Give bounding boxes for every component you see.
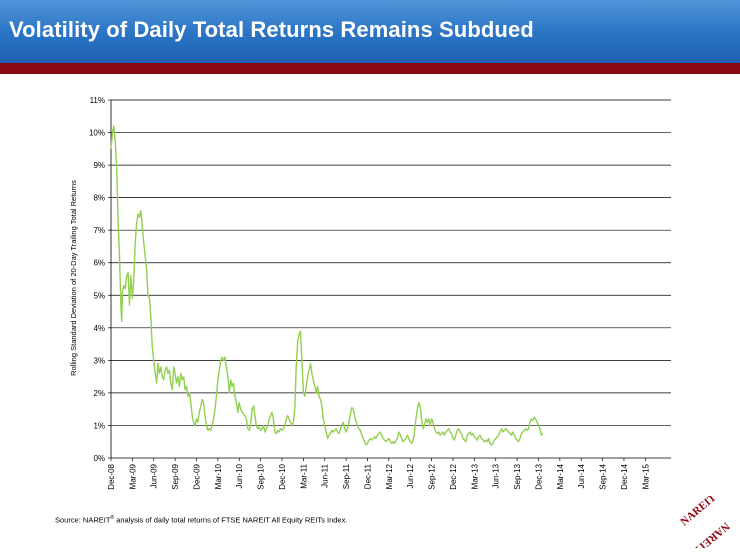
x-tick-label: Mar-11	[299, 463, 308, 488]
y-tick-label: 4%	[93, 324, 105, 333]
x-tick-label: Dec-14	[620, 463, 629, 489]
x-tick-label: Dec-10	[278, 463, 287, 489]
x-tick-label: Dec-12	[449, 463, 458, 489]
logo-text-top: NAREIT	[678, 496, 719, 528]
registered-mark: ®	[110, 515, 115, 521]
gridlines	[111, 99, 671, 426]
x-tick-label: Sep-09	[171, 463, 180, 489]
x-tick-label: Mar-09	[128, 463, 137, 489]
series-group	[110, 125, 544, 446]
x-tick-label: Mar-13	[470, 463, 479, 489]
y-tick-label: 9%	[93, 161, 105, 170]
y-tick-label: 10%	[89, 129, 105, 138]
source-suffix: analysis of daily total returns of FTSE …	[114, 515, 348, 525]
y-tick-label: 7%	[93, 226, 105, 235]
y-tick-label: 3%	[93, 356, 105, 365]
accent-band	[0, 63, 740, 74]
x-tick-label: Jun-10	[235, 463, 244, 488]
x-tick-label: Sep-12	[428, 463, 437, 489]
x-tick-label: Dec-09	[192, 463, 201, 489]
y-axis-ticks: 0% 1% 2% 3% 4% 5% 6% 7% 8% 9% 10% 11%	[89, 96, 111, 463]
x-tick-label: Sep-13	[513, 463, 522, 489]
x-tick-label: Jun-13	[492, 463, 501, 488]
x-tick-label: Mar-14	[556, 463, 565, 489]
series-line	[110, 125, 544, 446]
x-tick-label: Jun-11	[321, 463, 330, 487]
x-tick-label: Dec-11	[363, 463, 372, 489]
x-tick-label: Jun-12	[406, 463, 415, 488]
title-bar: Volatility of Daily Total Returns Remain…	[0, 0, 740, 63]
y-axis-label: Rolling Standard Deviation of 20-Day Tra…	[69, 180, 78, 376]
slide-title: Volatility of Daily Total Returns Remain…	[9, 17, 534, 42]
y-tick-label: 6%	[93, 259, 105, 268]
x-tick-label: Dec-08	[107, 463, 116, 489]
y-tick-label: 0%	[93, 454, 105, 463]
logo-text-bottom: NAREIT	[691, 520, 732, 548]
x-tick-label: Sep-11	[342, 463, 351, 489]
y-tick-label: 8%	[93, 194, 105, 203]
x-tick-label: Mar-15	[641, 463, 650, 489]
x-tick-label: Mar-10	[214, 463, 223, 489]
x-tick-label: Jun-14	[577, 463, 586, 488]
x-tick-label: Sep-14	[599, 463, 608, 489]
y-tick-label: 5%	[93, 291, 105, 300]
y-tick-label: 1%	[93, 421, 105, 430]
x-tick-label: Jun-09	[150, 463, 159, 488]
y-tick-label: 11%	[90, 96, 105, 105]
x-tick-label: Sep-10	[257, 463, 266, 489]
source-prefix: Source: NAREIT	[55, 515, 111, 525]
x-tick-label: Dec-13	[534, 463, 543, 489]
x-tick-label: Mar-12	[385, 463, 394, 489]
y-tick-label: 2%	[93, 389, 105, 398]
x-axis-ticks: Dec-08 Mar-09 Jun-09 Sep-09 Dec-09 Mar-10 Jun-…	[107, 458, 650, 490]
nareit-logo: NAREIT NAREIT	[678, 496, 732, 548]
source-note: Source: NAREIT® analysis of daily total …	[55, 515, 347, 525]
